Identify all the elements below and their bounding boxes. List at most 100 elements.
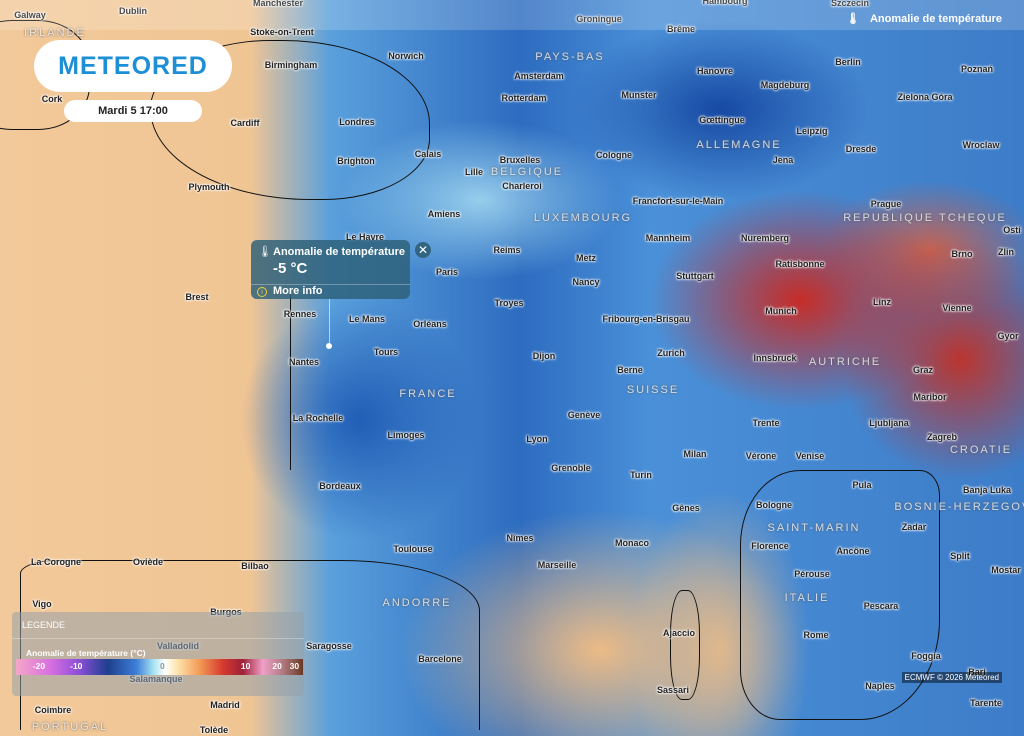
city-label: Rennes bbox=[283, 309, 317, 319]
country-label: PAYS-BAS bbox=[535, 51, 605, 63]
country-label: SUISSE bbox=[626, 384, 680, 396]
city-label: Francfort-sur-le-Main bbox=[632, 196, 724, 206]
popup-close-button[interactable]: ✕ bbox=[415, 242, 431, 258]
country-label: ALLEMAGNE bbox=[696, 139, 782, 151]
city-label: Milan bbox=[683, 449, 707, 459]
city-label: Innsbruck bbox=[753, 353, 797, 363]
city-label: Berlin bbox=[835, 57, 861, 67]
city-label: Amiens bbox=[427, 209, 461, 219]
city-label: Venise bbox=[795, 451, 825, 461]
country-label: FRANCE bbox=[399, 388, 457, 400]
city-label: Bologne bbox=[756, 500, 792, 510]
coastline-italy bbox=[740, 470, 940, 720]
city-label: Vérone bbox=[745, 451, 777, 461]
city-label: Mostar bbox=[991, 565, 1021, 575]
city-label: Lyon bbox=[526, 434, 548, 444]
legend-tick: 30 bbox=[289, 661, 300, 671]
city-label: Bilbao bbox=[241, 561, 269, 571]
city-label: Tolède bbox=[199, 725, 229, 735]
city-label: Marseille bbox=[537, 560, 577, 570]
popup-divider bbox=[251, 284, 410, 285]
city-label: Coimbre bbox=[34, 705, 72, 715]
city-label: Amsterdam bbox=[514, 71, 564, 81]
city-label: Vigo bbox=[32, 599, 52, 609]
city-label: Gœttingue bbox=[699, 115, 745, 125]
coastline-corsica-sardinia bbox=[670, 590, 700, 700]
city-label: Foggia bbox=[911, 651, 941, 661]
city-label: Bruxelles bbox=[499, 155, 541, 165]
city-label: Pula bbox=[852, 480, 872, 490]
city-label: Gyor bbox=[997, 331, 1019, 341]
city-label: Le Mans bbox=[348, 314, 386, 324]
city-label: Groningue bbox=[576, 14, 622, 24]
meteored-logo[interactable]: METEORED bbox=[34, 40, 232, 92]
city-label: Poznań bbox=[960, 64, 994, 74]
layer-title: 🌡 Anomalie de température bbox=[846, 12, 1002, 26]
city-label: Osti bbox=[1003, 225, 1021, 235]
legend-subtitle: Anomalie de température (°C) bbox=[26, 648, 146, 658]
city-label: Charleroi bbox=[502, 181, 542, 191]
popup-title: Anomalie de température bbox=[273, 246, 406, 258]
city-label: Zurich bbox=[657, 348, 685, 358]
city-label: Manchester bbox=[252, 0, 304, 8]
popup-pointer bbox=[329, 299, 330, 343]
city-label: Turin bbox=[630, 470, 652, 480]
city-label: Londres bbox=[339, 117, 375, 127]
city-label: Mannheim bbox=[645, 233, 691, 243]
city-label: Dresde bbox=[845, 144, 877, 154]
city-label: Vienne bbox=[942, 303, 972, 313]
city-label: Cardiff bbox=[230, 118, 260, 128]
city-label: La Rochelle bbox=[292, 413, 344, 423]
city-label: Rome bbox=[803, 630, 829, 640]
city-label: Cork bbox=[41, 94, 63, 104]
city-label: Bordeaux bbox=[319, 481, 361, 491]
coastline-france-west bbox=[290, 290, 330, 470]
forecast-date[interactable]: Mardi 5 17:00 bbox=[64, 100, 202, 122]
city-label: Birmingham bbox=[264, 60, 318, 70]
city-label: Grenoble bbox=[551, 463, 591, 473]
city-label: Wroclaw bbox=[962, 140, 1000, 150]
credit: ECMWF © 2026 Meteored bbox=[901, 672, 1002, 683]
info-popup: 🌡 Anomalie de température -5 °C i More i… bbox=[251, 240, 410, 299]
city-label: Stoke-on-Trent bbox=[250, 27, 314, 37]
country-label: LUXEMBOURG bbox=[533, 212, 633, 224]
city-label: Fribourg-en-Brisgau bbox=[602, 314, 690, 324]
country-label: REPUBLIQUE TCHEQUE bbox=[843, 212, 1007, 224]
city-label: Orléans bbox=[413, 319, 447, 329]
city-label: Nuremberg bbox=[740, 233, 790, 243]
city-label: Monaco bbox=[614, 538, 650, 548]
city-label: Dublin bbox=[119, 6, 147, 16]
city-label: Ljubljana bbox=[869, 418, 909, 428]
city-label: Brno bbox=[951, 249, 973, 259]
info-icon: i bbox=[257, 287, 267, 297]
more-info-link[interactable]: More info bbox=[273, 285, 323, 297]
top-bar bbox=[0, 0, 1024, 30]
city-label: Hambourg bbox=[702, 0, 748, 6]
legend-tick: -10 bbox=[70, 661, 83, 671]
city-label: Reims bbox=[493, 245, 521, 255]
city-label: Munich bbox=[765, 306, 797, 316]
city-label: Zagreb bbox=[926, 432, 958, 442]
city-label: Rotterdam bbox=[501, 93, 547, 103]
city-label: Troyes bbox=[494, 298, 524, 308]
city-label: Calais bbox=[414, 149, 442, 159]
city-label: Berne bbox=[617, 365, 643, 375]
city-label: Ajaccio bbox=[662, 628, 696, 638]
city-label: Genève bbox=[567, 410, 601, 420]
city-label: Munster bbox=[621, 90, 657, 100]
country-label: CROATIE bbox=[949, 444, 1013, 456]
city-label: Norwich bbox=[388, 51, 424, 61]
location-marker[interactable] bbox=[326, 343, 332, 349]
popup-value: -5 °C bbox=[273, 260, 308, 277]
city-label: Banja Luka bbox=[962, 485, 1012, 495]
country-label: AUTRICHE bbox=[808, 356, 882, 368]
legend-tick: 0 bbox=[159, 661, 165, 671]
country-label: IRLANDE bbox=[24, 27, 86, 39]
country-label: ANDORRE bbox=[382, 597, 452, 609]
city-label: Lille bbox=[464, 167, 484, 177]
city-label: Gênes bbox=[672, 503, 700, 513]
city-label: Magdeburg bbox=[760, 80, 810, 90]
legend-divider bbox=[12, 638, 304, 639]
legend-tick: 10 bbox=[240, 661, 251, 671]
city-label: Ratisbonne bbox=[775, 259, 825, 269]
